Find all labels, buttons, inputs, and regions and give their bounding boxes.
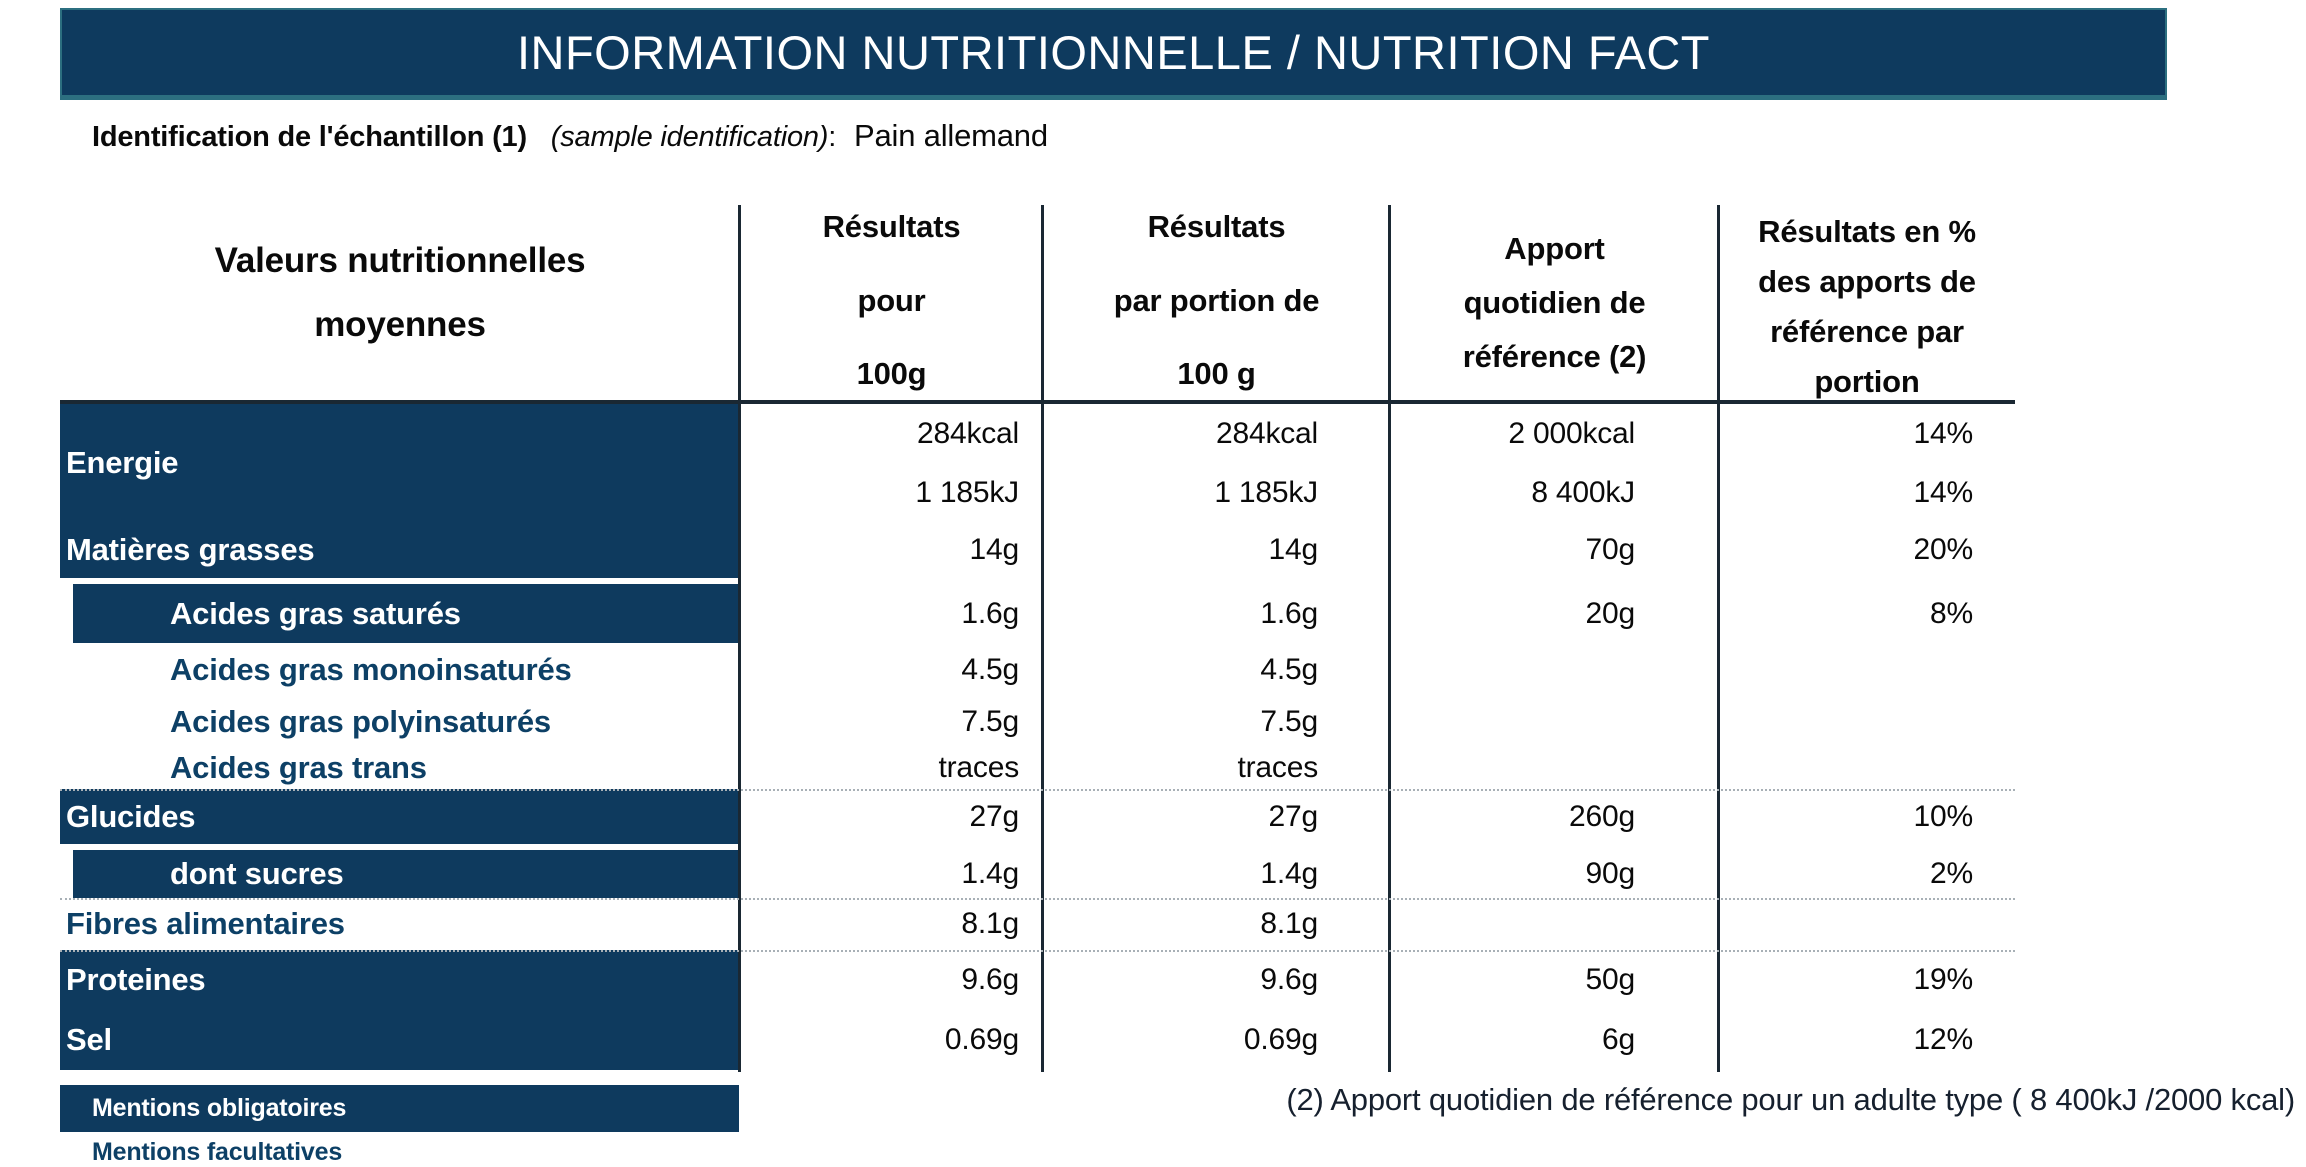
dotted-separator xyxy=(60,789,2015,791)
value-per-100g: 7.5g xyxy=(961,705,1019,738)
header-results-per-portion: Résultats par portion de 100 g xyxy=(1113,209,1320,391)
table-row-energie: Energie 284kcal 1 185kJ 284kcal 1 185kJ 2 … xyxy=(60,404,2015,522)
value-per-portion: traces xyxy=(1237,751,1319,784)
table-row-acides-gras-trans: Acides gras trans traces traces xyxy=(60,747,2015,789)
row-label: Acides gras monoinsaturés xyxy=(170,652,572,687)
value-per-100g: 284kcal 1 185kJ xyxy=(915,416,1019,509)
table-row-sel: Sel 0.69g 0.69g 6g 12% xyxy=(60,1010,2015,1070)
legend-optional-mentions: Mentions facultatives xyxy=(92,1138,343,1166)
value-per-portion: 284kcal 1 185kJ xyxy=(1214,416,1318,509)
value-daily-reference: 90g xyxy=(1585,857,1636,890)
row-label: Energie xyxy=(60,404,740,522)
value-per-100g: 14g xyxy=(969,533,1020,566)
header-average-values: Valeurs nutritionnelles moyennes xyxy=(214,240,586,344)
legend-mandatory-mentions: Mentions obligatoires xyxy=(60,1085,739,1132)
table-row-fibres-alimentaires: Fibres alimentaires 8.1g 8.1g xyxy=(60,898,2015,950)
value-per-portion: 8.1g xyxy=(1260,907,1318,940)
identification-colon: : xyxy=(828,121,837,153)
value-daily-reference xyxy=(1390,747,1719,789)
value-daily-reference xyxy=(1390,697,1719,747)
value-per-100g: 1.4g xyxy=(961,857,1019,890)
page-title: INFORMATION NUTRITIONNELLE / NUTRITION F… xyxy=(516,26,1711,79)
value-per-portion: 27g xyxy=(1268,799,1319,833)
column-divider-2 xyxy=(1041,205,1044,1072)
row-label: Acides gras saturés xyxy=(60,584,740,643)
value-per-portion: 14g xyxy=(1268,533,1319,566)
value-per-100g: 27g xyxy=(969,799,1020,833)
column-divider-1 xyxy=(738,205,741,1072)
header-results-per-100g: Résultats pour 100g xyxy=(822,209,961,391)
row-label: Sel xyxy=(60,1010,740,1070)
header-underline xyxy=(60,400,2015,404)
value-per-100g: 4.5g xyxy=(961,653,1019,686)
value-percent-reference: 10% xyxy=(1913,799,1974,833)
value-percent-reference: 20% xyxy=(1913,533,1974,566)
dotted-separator xyxy=(60,950,2015,952)
identification-label-fr: Identification de l'échantillon (1) xyxy=(92,121,527,153)
row-label: Acides gras polyinsaturés xyxy=(170,704,551,739)
value-per-100g: 9.6g xyxy=(961,963,1019,996)
value-per-100g: 1.6g xyxy=(961,596,1019,630)
row-label: Matières grasses xyxy=(60,522,740,578)
value-daily-reference xyxy=(1390,898,1719,950)
table-header-row: Valeurs nutritionnelles moyennes Résulta… xyxy=(60,205,2015,400)
value-daily-reference: 260g xyxy=(1569,799,1635,833)
row-label: dont sucres xyxy=(60,850,740,898)
header-daily-reference: Apport quotidien de référence (2) xyxy=(1462,230,1647,374)
value-daily-reference: 2 000kcal 8 400kJ xyxy=(1508,416,1635,509)
row-label: Acides gras trans xyxy=(170,750,427,785)
value-per-portion: 0.69g xyxy=(1243,1023,1318,1056)
column-divider-4 xyxy=(1717,205,1720,1072)
value-percent-reference xyxy=(1719,747,2015,789)
dotted-separator xyxy=(60,898,2015,900)
value-per-portion: 9.6g xyxy=(1260,963,1318,996)
value-percent-reference: 19% xyxy=(1913,963,1974,996)
row-label: Fibres alimentaires xyxy=(66,906,345,941)
value-per-portion: 1.4g xyxy=(1260,857,1318,890)
value-per-100g: 8.1g xyxy=(961,907,1019,940)
table-row-dont-sucres: dont sucres 1.4g 1.4g 90g 2% xyxy=(60,850,2015,898)
sample-identification-line: Identification de l'échantillon (1) (sam… xyxy=(92,118,1048,154)
value-daily-reference: 50g xyxy=(1585,963,1636,996)
header-percent-reference: Résultats en % des apports de référence … xyxy=(1758,214,1976,399)
value-per-portion: 4.5g xyxy=(1260,653,1318,686)
sample-name: Pain allemand xyxy=(854,118,1048,153)
identification-label-en: (sample identification) xyxy=(550,121,829,153)
row-label: Proteines xyxy=(60,950,740,1010)
value-percent-reference: 12% xyxy=(1913,1023,1974,1056)
value-percent-reference: 14% 14% xyxy=(1913,416,1974,509)
title-bar: INFORMATION NUTRITIONNELLE / NUTRITION F… xyxy=(60,8,2167,100)
column-divider-3 xyxy=(1388,205,1391,1072)
value-percent-reference: 8% xyxy=(1930,596,1973,630)
table-row-glucides: Glucides 27g 27g 260g 10% xyxy=(60,789,2015,844)
table-row-acides-gras-monoinsatures: Acides gras monoinsaturés 4.5g 4.5g xyxy=(60,643,2015,697)
value-daily-reference: 20g xyxy=(1585,596,1636,630)
table-row-acides-gras-polyinsatures: Acides gras polyinsaturés 7.5g 7.5g xyxy=(60,697,2015,747)
value-per-100g: traces xyxy=(938,751,1020,784)
daily-reference-footnote: (2) Apport quotidien de référence pour u… xyxy=(1286,1082,2295,1117)
table-row-matieres-grasses: Matières grasses 14g 14g 70g 20% xyxy=(60,522,2015,578)
table-row-proteines: Proteines 9.6g 9.6g 50g 19% xyxy=(60,950,2015,1010)
value-daily-reference: 70g xyxy=(1585,533,1636,566)
value-daily-reference xyxy=(1390,643,1719,697)
table-row-acides-gras-satures: Acides gras saturés 1.6g 1.6g 20g 8% xyxy=(60,584,2015,643)
value-per-portion: 1.6g xyxy=(1260,596,1318,630)
value-percent-reference xyxy=(1719,643,2015,697)
value-percent-reference xyxy=(1719,898,2015,950)
value-percent-reference xyxy=(1719,697,2015,747)
value-daily-reference: 6g xyxy=(1602,1023,1635,1056)
row-label: Glucides xyxy=(60,789,740,844)
value-percent-reference: 2% xyxy=(1930,857,1973,890)
value-per-100g: 0.69g xyxy=(944,1023,1019,1056)
value-per-portion: 7.5g xyxy=(1260,705,1318,738)
